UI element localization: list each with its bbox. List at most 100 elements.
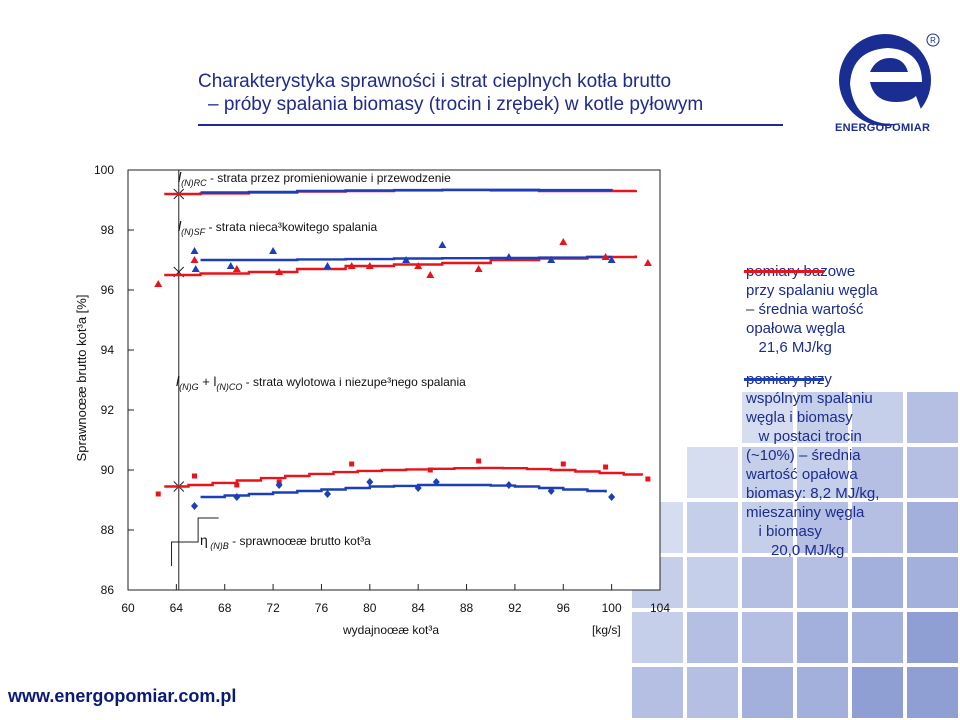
legend-cofiring-swatch <box>744 378 824 381</box>
annotation-g: l(N)G + l(N)CO - strata wylotowa i niezu… <box>176 373 466 392</box>
mosaic-cell <box>687 557 738 608</box>
slide-title: Charakterystyka sprawności i strat ciepl… <box>198 70 703 116</box>
marker-base-square <box>234 482 240 488</box>
mosaic-cell <box>907 557 958 608</box>
marker-base-square <box>645 476 651 482</box>
x-tick-label: 60 <box>121 601 135 615</box>
mosaic-cell <box>907 612 958 663</box>
plot-area <box>127 169 661 591</box>
marker-base-square <box>603 464 609 470</box>
legend-cofiring-line: 20,0 MJ/kg <box>746 542 845 559</box>
marker-cofiring-diamond <box>191 502 198 510</box>
y-tick-label: 90 <box>101 463 115 477</box>
marker-cofiring-triangle <box>191 265 200 272</box>
x-tick-label: 84 <box>412 601 426 615</box>
marker-base-triangle <box>601 253 610 260</box>
y-axis-label: Sprawnoœæ brutto kot³a [%] <box>74 295 89 462</box>
x-tick-label: 64 <box>170 601 184 615</box>
mosaic-cell <box>687 612 738 663</box>
marker-cofiring-triangle <box>402 256 411 263</box>
registered-mark: R <box>930 36 936 45</box>
mosaic-cell <box>742 502 793 553</box>
logo-text: ENERGOPOMIAR <box>835 122 931 134</box>
y-tick-label: 96 <box>101 283 115 297</box>
annotation-eta: η (N)B - sprawnoœæ brutto kot³a <box>200 532 371 551</box>
marker-cofiring-diamond <box>505 481 513 489</box>
mosaic-cell <box>797 557 848 608</box>
mosaic-cell <box>797 447 848 498</box>
mosaic-cell <box>632 612 683 663</box>
marker-base-triangle <box>232 265 241 272</box>
marker-base-square <box>560 461 566 467</box>
mosaic-cell <box>797 667 848 718</box>
x-axis-ticks: 60 64 68 72 76 80 84 88 92 96 100 104 <box>121 584 670 615</box>
mosaic-cell <box>907 447 958 498</box>
marker-cofiring-diamond <box>275 481 283 489</box>
title-line-2: – próby spalania biomasy (trocin i zrębe… <box>208 94 704 115</box>
break-symbol <box>171 517 219 566</box>
marker-cofiring-diamond <box>414 484 422 492</box>
marker-cofiring-diamond <box>324 490 331 498</box>
marker-base-triangle <box>559 238 568 245</box>
mosaic-cell <box>852 667 903 718</box>
series-markers <box>154 238 652 510</box>
marker-base-square <box>476 458 482 464</box>
y-tick-label: 100 <box>94 163 114 177</box>
mosaic-cell <box>852 557 903 608</box>
y-tick-label: 88 <box>101 523 115 537</box>
series-line-cofiring <box>200 188 613 194</box>
marker-base-triangle <box>426 271 435 278</box>
marker-base-triangle <box>190 256 199 263</box>
mosaic-cell <box>742 392 793 443</box>
x-tick-label: 68 <box>218 601 232 615</box>
mosaic-cell <box>742 667 793 718</box>
marker-cofiring-diamond <box>547 487 555 495</box>
mosaic-cell <box>742 557 793 608</box>
y-tick-label: 92 <box>101 403 115 417</box>
y-tick-label: 94 <box>101 343 115 357</box>
x-tick-label: 92 <box>508 601 522 615</box>
x-tick-label: 76 <box>315 601 329 615</box>
mosaic-cell <box>907 502 958 553</box>
marker-cofiring-triangle <box>504 253 513 260</box>
mosaic-cell <box>852 502 903 553</box>
legend-cofiring-line: i biomasy <box>746 523 822 540</box>
title-underline <box>198 124 783 126</box>
series-line-base <box>164 466 644 488</box>
marker-base-triangle <box>275 268 284 275</box>
x-tick-label: 72 <box>266 601 280 615</box>
legend-cofiring-line: (~10%) – średnia <box>746 447 861 464</box>
mosaic-cell <box>852 392 903 443</box>
energopomiar-logo-icon: R <box>839 33 940 126</box>
annotation-rc: l(N)RC - strata przez promieniowanie i p… <box>178 169 451 188</box>
mosaic-cell <box>797 502 848 553</box>
mosaic-cell <box>687 447 738 498</box>
marker-cofiring-triangle <box>190 247 199 254</box>
legend-cofiring-line: w postaci trocin <box>746 428 862 445</box>
mosaic-cell <box>742 447 793 498</box>
mosaic-cell <box>907 667 958 718</box>
marker-cofiring-diamond <box>432 478 440 486</box>
legend-base-line: przy spalaniu węgla <box>746 282 878 299</box>
y-axis-ticks: 86 88 90 92 94 96 98 100 <box>94 163 134 597</box>
marker-cofiring-triangle <box>547 256 556 263</box>
marker-base-triangle <box>414 262 423 269</box>
legend-base-line: 21,6 MJ/kg <box>746 339 832 356</box>
x-axis-label: wydajnoœæ kot³a <box>342 623 439 637</box>
marker-cofiring-triangle <box>269 247 278 254</box>
series-line-cofiring <box>200 483 607 499</box>
x-tick-label: 80 <box>363 601 377 615</box>
legend-cofiring-line: wspólnym spalaniu <box>746 390 873 407</box>
mosaic-cell <box>687 667 738 718</box>
mosaic-cell <box>797 612 848 663</box>
legend-cofiring-line: węgla i biomasy <box>746 409 853 426</box>
marker-base-triangle <box>347 262 356 269</box>
marker-cofiring-triangle <box>438 241 447 248</box>
background-mosaic <box>632 392 958 718</box>
legend-cofiring-line: biomasy: 8,2 MJ/kg, <box>746 485 880 502</box>
